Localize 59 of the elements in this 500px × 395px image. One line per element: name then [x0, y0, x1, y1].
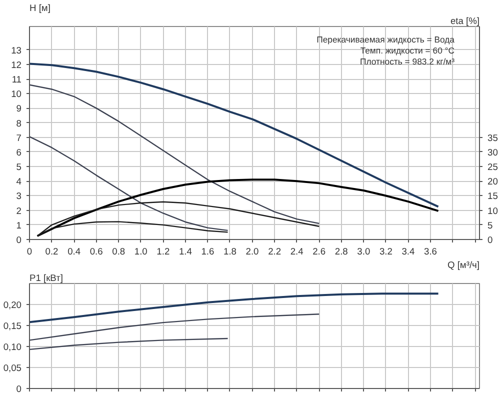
x-tick-label: 3.6: [424, 246, 437, 256]
y-tick-label: 0: [16, 235, 22, 245]
y-tick-label: 3: [16, 191, 22, 202]
y2-tick-label: 20: [488, 176, 498, 187]
y-tick-label: 13: [11, 45, 22, 56]
line-series: [30, 314, 320, 341]
y-tick-label: 11: [12, 74, 22, 85]
x-tick-label: 2.0: [246, 246, 259, 256]
y-tick-label: 0: [16, 384, 22, 394]
y2-tick-label: 10: [488, 206, 498, 216]
line-series: [30, 292, 440, 324]
x-tick-label: 0.8: [112, 246, 126, 256]
x-tick-label: 0.6: [90, 246, 103, 256]
y-axis-title: P1 [кВт]: [30, 273, 63, 283]
y-axis-title: H [м]: [30, 3, 50, 13]
annotation: Плотность = 983.2 кг/м³: [360, 56, 455, 66]
y-tick-label: 0,15: [3, 321, 22, 331]
y2-tick-label: 0: [488, 235, 493, 245]
y-tick-label: 0,20: [3, 300, 22, 310]
y2-tick-label: 15: [488, 191, 498, 202]
y2-tick-label: 5: [488, 220, 493, 230]
annotation: Перекачиваемая жидкость = Вода: [316, 34, 455, 44]
annotation: Темп. жидкости = 60 °C: [360, 46, 455, 56]
x-tick-label: 1.8: [224, 246, 236, 256]
y-tick-label: 8: [16, 118, 22, 128]
y-tick-label: 4: [16, 176, 22, 187]
x-tick-label: 2.4: [290, 246, 304, 256]
y2-tick-label: 25: [488, 162, 498, 172]
x-axis-title: Q [м³/ч]: [448, 260, 480, 270]
y-tick-label: 9: [16, 104, 22, 114]
x-tick-label: 3.2: [379, 246, 392, 256]
y-tick-label: 7: [16, 132, 22, 143]
x-tick-label: 0.4: [68, 246, 81, 256]
x-tick-label: 1.0: [134, 246, 148, 256]
y-tick-label: 10: [11, 89, 22, 100]
y-tick-label: 5: [16, 162, 22, 172]
line-series: [36, 178, 440, 237]
x-tick-label: 1.6: [201, 246, 214, 256]
line-series: [30, 338, 228, 350]
x-tick-label: 2.8: [334, 246, 348, 256]
y2-tick-label: 30: [488, 147, 498, 158]
x-tick-label: 3.4: [402, 246, 415, 256]
line-series: [30, 84, 320, 224]
y2-axis-title: eta [%]: [450, 16, 480, 26]
x-tick-label: 0.2: [45, 246, 58, 256]
y-tick-label: 2: [16, 206, 22, 216]
y-tick-label: 0,05: [3, 363, 22, 373]
y-tick-label: 6: [16, 147, 22, 158]
x-tick-label: 1.2: [156, 246, 170, 256]
x-tick-label: 3.0: [357, 246, 370, 256]
x-tick-label: 0: [26, 246, 32, 256]
line-series: [30, 136, 228, 232]
x-tick-label: 2.2: [268, 246, 282, 256]
y-tick-label: 0,10: [3, 342, 22, 352]
y2-tick-label: 35: [488, 132, 498, 143]
y-tick-label: 1: [16, 220, 22, 230]
x-tick-label: 1.4: [178, 246, 192, 256]
x-tick-label: 2.6: [312, 246, 326, 256]
y-tick-label: 12: [11, 60, 22, 70]
